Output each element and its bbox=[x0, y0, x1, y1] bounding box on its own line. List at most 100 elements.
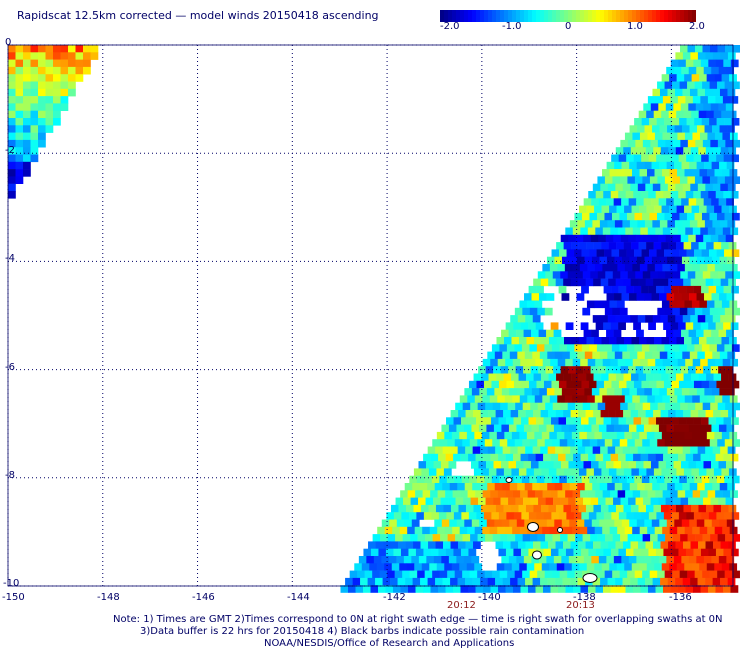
wind-cell bbox=[580, 490, 588, 498]
wind-cell bbox=[488, 410, 496, 418]
wind-cell bbox=[626, 344, 635, 352]
wind-cell bbox=[688, 497, 696, 506]
wind-cell bbox=[644, 351, 653, 360]
wind-cell bbox=[506, 380, 515, 389]
wind-cell bbox=[707, 264, 716, 272]
wind-cell bbox=[550, 490, 558, 498]
wind-cell bbox=[358, 556, 367, 564]
wind-cell bbox=[483, 453, 491, 462]
wind-cell bbox=[619, 212, 628, 221]
wind-cell bbox=[732, 176, 740, 184]
wind-cell bbox=[462, 402, 471, 411]
wind-cell bbox=[607, 577, 616, 586]
wind-cell bbox=[83, 45, 91, 53]
wind-cell bbox=[595, 322, 604, 330]
wind-cell bbox=[363, 585, 371, 593]
wind-cell bbox=[672, 570, 680, 579]
wind-cell bbox=[395, 534, 403, 542]
wind-cell bbox=[580, 227, 589, 236]
wind-cell bbox=[666, 293, 675, 301]
wind-cell bbox=[689, 483, 698, 491]
wind-cell bbox=[30, 96, 39, 104]
wind-cell bbox=[687, 439, 696, 447]
wind-cell bbox=[517, 577, 526, 586]
wind-cell bbox=[623, 242, 632, 250]
wind-cell bbox=[617, 395, 626, 403]
wind-cell bbox=[491, 512, 500, 520]
wind-cell bbox=[679, 439, 688, 447]
wind-cell bbox=[471, 424, 480, 433]
wind-cell bbox=[604, 439, 613, 447]
wind-cell bbox=[720, 577, 728, 586]
wind-cell bbox=[581, 285, 589, 294]
wind-cell bbox=[714, 74, 722, 82]
wind-cell bbox=[685, 227, 694, 236]
wind-cell bbox=[682, 483, 691, 491]
wind-cell bbox=[594, 300, 603, 309]
wind-cell bbox=[724, 439, 733, 447]
wind-cell bbox=[38, 59, 46, 68]
wind-cell bbox=[731, 344, 740, 352]
wind-cell bbox=[694, 439, 703, 447]
wind-cell bbox=[506, 512, 515, 520]
wind-cell bbox=[398, 541, 406, 549]
wind-cell bbox=[686, 512, 695, 520]
wind-cell bbox=[698, 110, 707, 119]
wind-cell bbox=[361, 563, 370, 571]
wind-cell bbox=[695, 103, 704, 111]
wind-cell bbox=[720, 541, 729, 549]
wind-cell bbox=[626, 417, 634, 425]
wind-cell bbox=[723, 585, 731, 593]
wind-cell bbox=[23, 118, 31, 126]
colorbar-swatch bbox=[660, 10, 665, 22]
wind-cell bbox=[474, 431, 483, 440]
wind-cell bbox=[635, 271, 644, 279]
wind-cell bbox=[711, 329, 719, 338]
wind-cell bbox=[691, 373, 699, 382]
wind-cell bbox=[641, 118, 650, 126]
wind-cell bbox=[685, 96, 694, 104]
wind-cell bbox=[584, 220, 593, 228]
wind-cell bbox=[560, 271, 569, 279]
wind-cell bbox=[624, 264, 633, 272]
wind-cell bbox=[558, 285, 567, 294]
wind-cell bbox=[551, 512, 560, 520]
wind-cell bbox=[644, 483, 653, 491]
wind-cell bbox=[689, 351, 698, 360]
colorbar-swatch bbox=[508, 10, 513, 22]
wind-cell bbox=[670, 453, 679, 462]
wind-cell bbox=[680, 534, 688, 542]
wind-cell bbox=[465, 446, 473, 455]
wind-cell bbox=[539, 351, 548, 360]
wind-cell bbox=[515, 497, 524, 506]
wind-cell bbox=[53, 45, 61, 53]
wind-cell bbox=[416, 475, 425, 484]
wind-cell bbox=[612, 402, 621, 411]
wind-cell bbox=[614, 161, 622, 170]
wind-cell bbox=[506, 344, 515, 352]
colorbar-swatch bbox=[692, 10, 696, 22]
wind-cell bbox=[8, 81, 16, 90]
wind-cell bbox=[659, 125, 668, 133]
wind-cell bbox=[520, 358, 529, 367]
wind-cell bbox=[693, 453, 701, 462]
wind-cell bbox=[699, 264, 708, 272]
wind-cell bbox=[473, 373, 482, 382]
wind-cell bbox=[599, 220, 608, 228]
wind-cell bbox=[516, 388, 525, 396]
wind-cell bbox=[665, 497, 674, 506]
wind-cell bbox=[673, 234, 682, 243]
wind-cell bbox=[706, 563, 715, 571]
colorbar-swatch bbox=[608, 10, 613, 22]
wind-cell bbox=[557, 358, 566, 367]
wind-cell bbox=[615, 183, 624, 192]
wind-cell bbox=[504, 395, 513, 403]
wind-cell bbox=[523, 424, 532, 433]
wind-cell bbox=[573, 585, 581, 593]
wind-cell bbox=[30, 147, 39, 155]
wind-cell bbox=[629, 256, 638, 265]
wind-cell bbox=[415, 548, 424, 557]
wind-cell bbox=[698, 410, 706, 418]
wind-cell bbox=[649, 176, 658, 184]
wind-cell bbox=[703, 461, 712, 469]
